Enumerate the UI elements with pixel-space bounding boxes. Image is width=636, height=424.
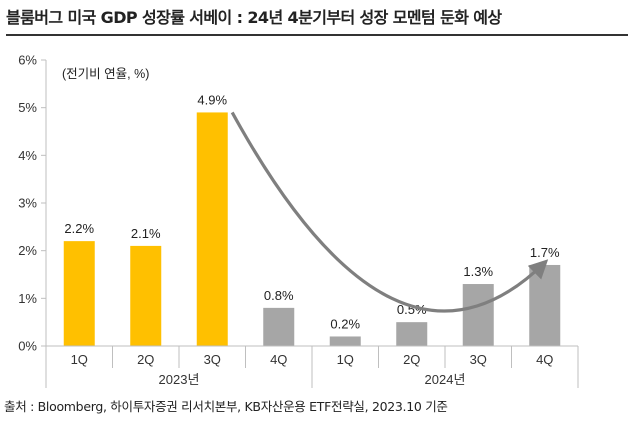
bar — [529, 264, 561, 346]
y-tick-label: 0% — [18, 339, 37, 354]
y-tick-label: 5% — [18, 100, 37, 115]
data-label: 0.5% — [397, 302, 427, 317]
bar — [263, 307, 295, 346]
y-axis: 0% 1% 2% 3% 4% 5% 6% — [18, 53, 47, 354]
data-label: 0.8% — [264, 288, 294, 303]
x-tick-label: 1Q — [337, 352, 354, 367]
y-tick-label: 6% — [18, 53, 37, 68]
y-tick-label: 3% — [18, 196, 37, 211]
bars — [63, 112, 561, 346]
bar — [196, 112, 228, 346]
data-label: 1.3% — [463, 264, 493, 279]
unit-note: (전기비 연율, %) — [62, 67, 149, 81]
bar — [462, 284, 494, 346]
chart-title: 블룸버그 미국 GDP 성장률 서베이 : 24년 4분기부터 성장 모멘텀 둔… — [6, 8, 502, 27]
data-label: 2.2% — [64, 221, 94, 236]
x-tick-label: 1Q — [71, 352, 88, 367]
data-label: 1.7% — [530, 245, 560, 260]
bar — [130, 245, 162, 346]
y-tick-label: 1% — [18, 291, 37, 306]
bar — [396, 322, 428, 346]
x-tick-label: 3Q — [470, 352, 487, 367]
data-label: 0.2% — [330, 316, 360, 331]
x-tick-label: 2Q — [137, 352, 154, 367]
x-tick-label: 3Q — [204, 352, 221, 367]
x-tick-label: 4Q — [270, 352, 287, 367]
trend-annotation — [230, 111, 549, 313]
x-tick-label: 4Q — [536, 352, 553, 367]
year-group-label: 2024년 — [425, 372, 466, 387]
title-underline — [6, 34, 628, 36]
x-tick-label: 2Q — [403, 352, 420, 367]
y-tick-label: 4% — [18, 148, 37, 163]
x-axis: 1Q 2Q 3Q 4Q 1Q 2Q 3Q 4Q 2023년 2024년 — [45, 345, 579, 388]
trend-arrow — [230, 111, 549, 313]
year-group-label: 2023년 — [159, 372, 200, 387]
y-tick-label: 2% — [18, 243, 37, 258]
data-labels: 2.2% 2.1% 4.9% 0.8% 0.2% 0.5% 1.3% 1.7% — [64, 92, 560, 331]
source-note: 출처 : Bloomberg, 하이투자증권 리서치본부, KB자산운용 ETF… — [4, 399, 448, 414]
bar — [329, 336, 361, 346]
data-label: 4.9% — [197, 92, 227, 107]
bar — [63, 241, 95, 346]
data-label: 2.1% — [131, 226, 161, 241]
